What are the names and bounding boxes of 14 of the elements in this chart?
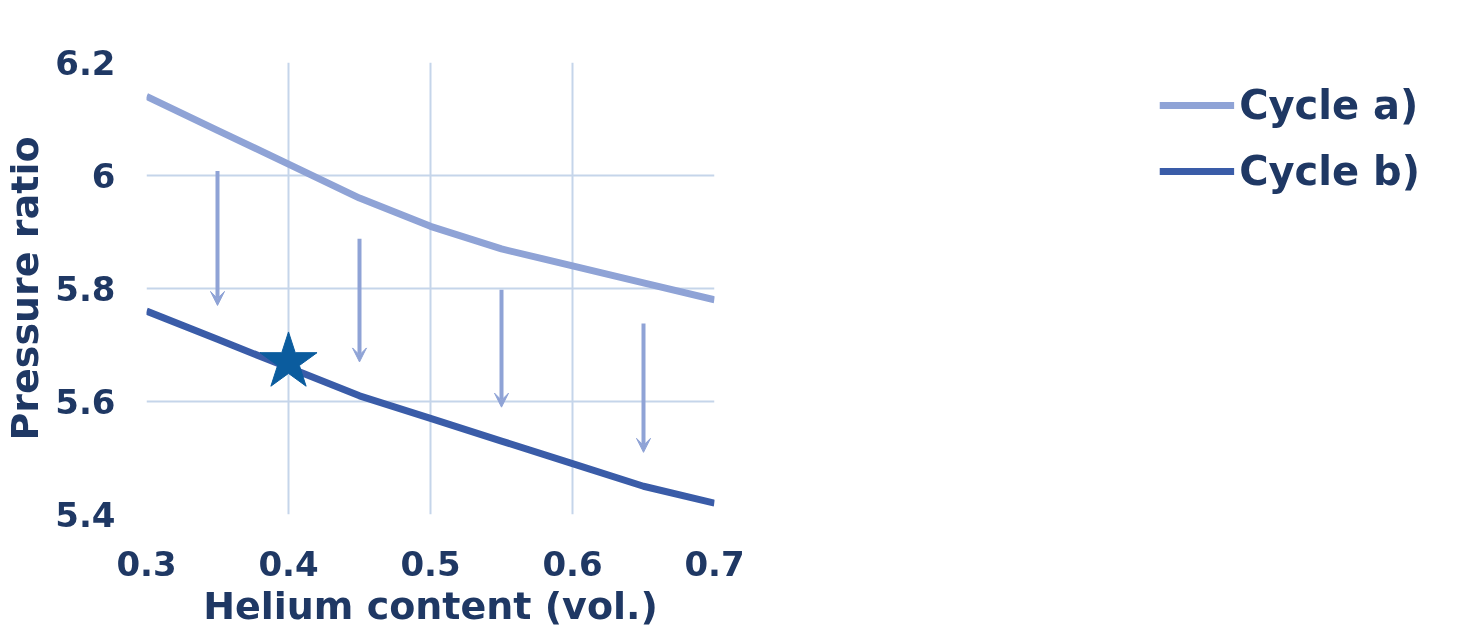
x-axis-title: Helium content (vol.)	[203, 583, 658, 628]
y-tick-label: 6.2	[55, 43, 116, 83]
x-tick-label: 0.3	[116, 543, 177, 584]
x-tick-label: 0.5	[400, 543, 461, 584]
x-tick-label: 0.7	[684, 543, 745, 584]
y-tick-label: 5.4	[55, 495, 116, 535]
y-tick-label: 6	[91, 156, 116, 196]
legend-label: Cycle b)	[1239, 148, 1420, 194]
y-tick-label: 5.6	[55, 382, 116, 422]
x-tick-label: 0.4	[258, 543, 319, 584]
x-tick-label: 0.6	[542, 543, 603, 584]
y-tick-label: 5.8	[55, 269, 116, 309]
legend-label: Cycle a)	[1239, 82, 1419, 128]
y-axis-title: Pressure ratio	[3, 136, 48, 441]
